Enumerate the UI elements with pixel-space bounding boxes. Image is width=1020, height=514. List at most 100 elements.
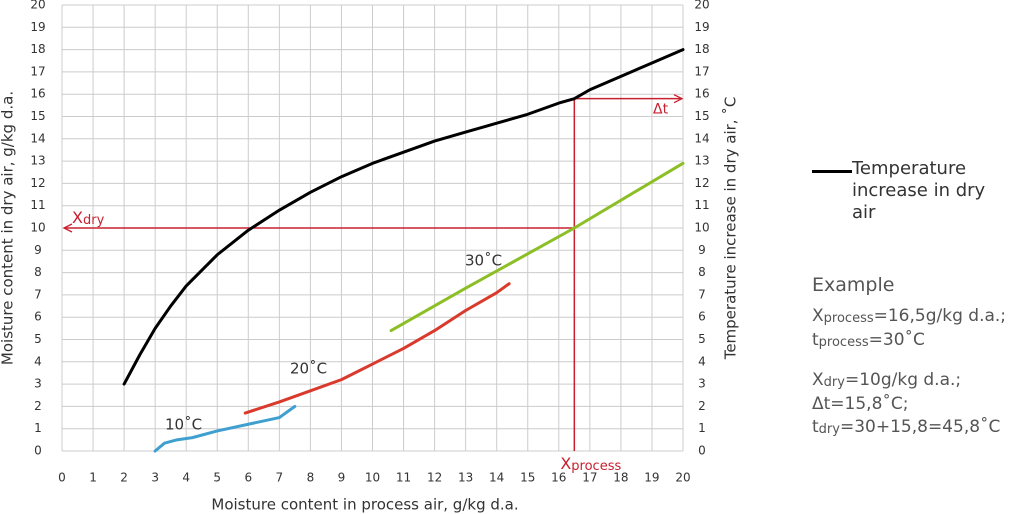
x-tick-label: 6 <box>244 471 252 485</box>
series-line <box>153 404 297 453</box>
x-dry-label-sub: dry <box>83 213 105 228</box>
y2-tick-label: 17 <box>694 64 709 78</box>
y-tick-label: 7 <box>34 287 42 301</box>
x-tick-label: 18 <box>613 471 628 485</box>
x-tick-label: 11 <box>396 471 411 485</box>
y-tick-label: 0 <box>34 444 42 458</box>
y2-tick-label: 0 <box>698 444 706 458</box>
x-process-label: Xprocess <box>560 454 621 474</box>
series-line <box>243 282 511 415</box>
y2-tick-label: 13 <box>694 154 709 168</box>
x-tick-label: 4 <box>182 471 190 485</box>
y-tick-label: 12 <box>30 176 45 190</box>
y2-tick-label: 14 <box>694 131 709 145</box>
y2-tick-label: 19 <box>694 20 709 34</box>
y-tick-label: 4 <box>34 354 42 368</box>
example-text: =16,5g/kg d.a.; <box>873 306 1007 326</box>
x-tick-label: 19 <box>644 471 659 485</box>
y2-tick-label: 3 <box>698 377 706 391</box>
y2-tick-label: 20 <box>694 0 709 12</box>
y2-tick-label: 11 <box>694 198 709 212</box>
example-line: tdry=30+15,8=45,8˚C <box>812 416 1006 440</box>
x-tick-label: 1 <box>89 471 97 485</box>
example-text: X <box>812 306 824 326</box>
y2-tick-label: 18 <box>694 42 709 56</box>
example-text: process <box>823 311 874 326</box>
x-tick-label: 0 <box>58 471 66 485</box>
y-tick-label: 15 <box>30 109 45 123</box>
y-tick-label: 18 <box>30 42 45 56</box>
x-tick-label: 20 <box>675 471 690 485</box>
y-axis-title: Moisture content in dry air, g/kg d.a. <box>0 91 17 365</box>
example-line: Δt=15,8˚C; <box>812 393 1006 416</box>
example-line: tprocess=30˚C <box>812 329 1006 353</box>
y2-tick-label: 1 <box>698 421 706 435</box>
y2-tick-label: 8 <box>698 265 706 279</box>
x-tick-label: 8 <box>307 471 315 485</box>
y-tick-label: 3 <box>34 377 42 391</box>
x-process-label-sub: process <box>571 459 621 474</box>
x-tick-label: 10 <box>365 471 380 485</box>
y2-tick-label: 5 <box>698 332 706 346</box>
x-dry-label-main: X <box>72 208 83 227</box>
example-text: =10g/kg d.a.; <box>844 370 962 390</box>
y-tick-label: 9 <box>34 243 42 257</box>
curve-label: 10˚C <box>165 416 202 434</box>
y2-tick-label: 15 <box>694 109 709 123</box>
y-tick-label: 20 <box>30 0 45 12</box>
x-tick-label: 16 <box>551 471 566 485</box>
y2-tick-label: 16 <box>694 87 709 101</box>
x-tick-label: 13 <box>458 471 473 485</box>
y2-tick-label: 6 <box>698 310 706 324</box>
y2-tick-label: 4 <box>698 354 706 368</box>
y2-tick-label: 9 <box>698 243 706 257</box>
x-dry-label: Xdry <box>72 208 105 228</box>
example-title: Example <box>812 274 895 296</box>
y-tick-label: 19 <box>30 20 45 34</box>
y-tick-label: 5 <box>34 332 42 346</box>
y-tick-label: 16 <box>30 87 45 101</box>
x-axis-title: Moisture content in process air, g/kg d.… <box>211 496 518 514</box>
legend: Temperature increase in dry air <box>812 158 1012 224</box>
y-tick-label: 6 <box>34 310 42 324</box>
y2-tick-label: 7 <box>698 287 706 301</box>
y2-tick-label: 12 <box>694 176 709 190</box>
y-tick-label: 10 <box>30 221 45 235</box>
x-tick-label: 15 <box>520 471 535 485</box>
y-tick-label: 11 <box>30 198 45 212</box>
example-text: Δt=15,8˚C; <box>812 394 909 414</box>
y-tick-label: 1 <box>34 421 42 435</box>
x-tick-label: 2 <box>120 471 128 485</box>
x-tick-label: 7 <box>276 471 284 485</box>
example-paragraph: Xprocess=16,5g/kg d.a.; tprocess=30˚C <box>812 305 1006 353</box>
y2-tick-label: 10 <box>694 221 709 235</box>
y-tick-label: 14 <box>30 131 45 145</box>
y2-tick-label: 2 <box>698 399 706 413</box>
x-tick-label: 14 <box>489 471 504 485</box>
example-panel: Example Xprocess=16,5g/kg d.a.; tprocess=… <box>812 274 1006 456</box>
example-text: t <box>812 417 819 437</box>
x-tick-label: 12 <box>427 471 442 485</box>
x-tick-label: 9 <box>338 471 346 485</box>
x-process-label-main: X <box>560 454 571 473</box>
curve-label: 20˚C <box>290 360 327 378</box>
legend-swatch <box>812 170 852 173</box>
example-line: Xdry=10g/kg d.a.; <box>812 369 1006 393</box>
y-tick-label: 13 <box>30 154 45 168</box>
example-text: t <box>812 330 819 350</box>
x-tick-label: 5 <box>213 471 221 485</box>
y-tick-label: 8 <box>34 265 42 279</box>
example-text: =30+15,8=45,8˚C <box>839 417 1001 437</box>
example-text: dry <box>823 375 845 390</box>
series-line <box>122 48 685 386</box>
example-text: dry <box>818 422 840 437</box>
series-line <box>389 161 685 333</box>
example-text: X <box>812 370 824 390</box>
curve-label: 30˚C <box>465 252 502 270</box>
example-text: =30˚C <box>868 330 925 350</box>
example-paragraph: Xdry=10g/kg d.a.; Δt=15,8˚C; tdry=30+15,8=… <box>812 369 1006 440</box>
y2-axis-title: Temperature increase in dry air, ˚C <box>722 97 740 361</box>
x-tick-label: 17 <box>582 471 597 485</box>
x-tick-label: 3 <box>151 471 159 485</box>
